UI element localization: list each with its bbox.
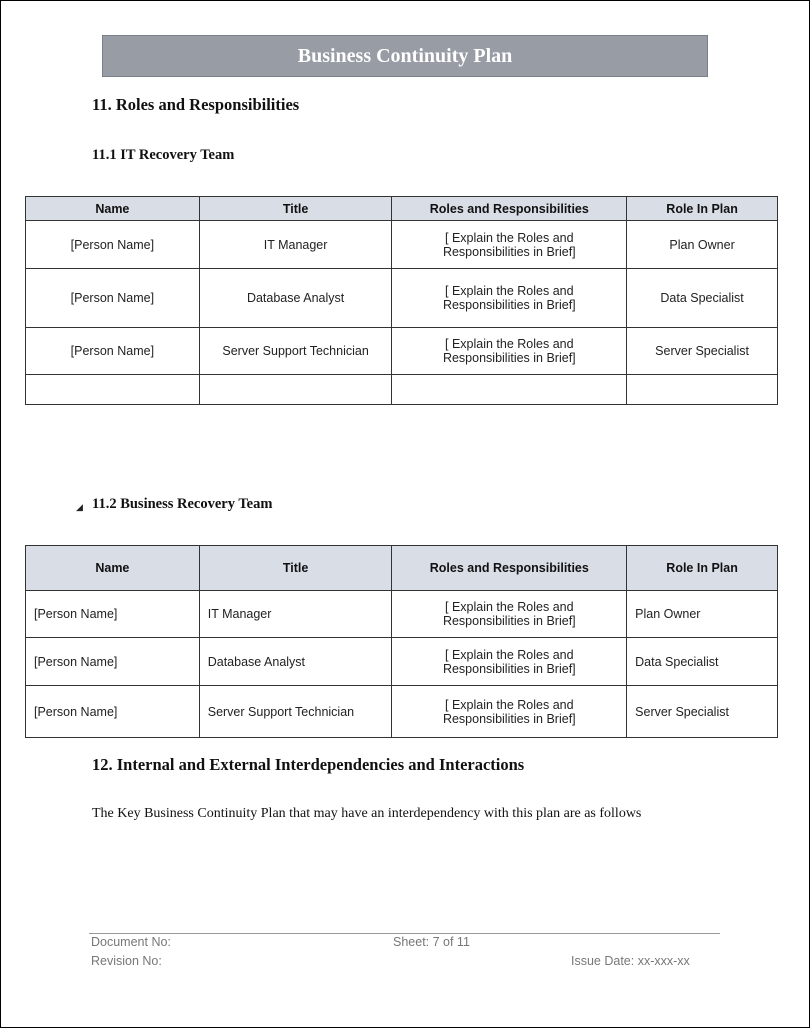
- cell-roles: [ Explain the Roles and Responsibilities…: [391, 327, 628, 375]
- cell-role-in-plan: Server Specialist: [626, 327, 778, 375]
- triangle-collapse-icon[interactable]: ◢: [76, 502, 83, 512]
- footer-document-no: Document No:: [91, 935, 171, 949]
- cell-title: Server Support Technician: [198, 327, 393, 375]
- table-row: [Person Name] Database Analyst [ Explain…: [25, 268, 778, 328]
- cell-empty: [626, 374, 778, 405]
- cell-role-in-plan: Data Specialist: [626, 268, 778, 328]
- cell-title: IT Manager: [198, 220, 393, 269]
- table-row: [Person Name] Server Support Technician …: [25, 685, 778, 738]
- section-11-2-heading: 11.2 Business Recovery Team: [92, 496, 273, 512]
- cell-title: Server Support Technician: [198, 685, 393, 738]
- column-header: Roles and Responsibilities: [391, 545, 628, 591]
- cell-name: [Person Name]: [25, 268, 200, 328]
- cell-roles: [ Explain the Roles and Responsibilities…: [391, 685, 628, 738]
- cell-empty: [198, 374, 393, 405]
- column-header: Title: [198, 545, 393, 591]
- footer-divider: [89, 933, 720, 934]
- cell-title: Database Analyst: [198, 268, 393, 328]
- it-recovery-team-table: Name Title Roles and Responsibilities Ro…: [25, 196, 778, 405]
- cell-roles: [ Explain the Roles and Responsibilities…: [391, 637, 628, 686]
- cell-name: [Person Name]: [25, 220, 200, 269]
- table-header-row: Name Title Roles and Responsibilities Ro…: [25, 196, 778, 221]
- cell-role-in-plan: Data Specialist: [626, 637, 778, 686]
- cell-name: [Person Name]: [25, 685, 200, 738]
- table-row: [Person Name] Database Analyst [ Explain…: [25, 637, 778, 686]
- footer-sheet: Sheet: 7 of 11: [393, 935, 470, 949]
- cell-role-in-plan: Server Specialist: [626, 685, 778, 738]
- section-11-heading: 11. Roles and Responsibilities: [92, 95, 300, 114]
- table-row: [Person Name] Server Support Technician …: [25, 327, 778, 375]
- cell-roles: [ Explain the Roles and Responsibilities…: [391, 268, 628, 328]
- cell-title: Database Analyst: [198, 637, 393, 686]
- section-11-1-heading: 11.1 IT Recovery Team: [92, 147, 235, 163]
- column-header: Role In Plan: [626, 545, 778, 591]
- cell-empty: [25, 374, 200, 405]
- business-recovery-team-table: Name Title Roles and Responsibilities Ro…: [25, 545, 778, 738]
- footer-issue-date: Issue Date: xx-xxx-xx: [571, 954, 690, 968]
- table-row-empty: [25, 374, 778, 405]
- cell-title: IT Manager: [198, 590, 393, 638]
- column-header: Title: [198, 196, 393, 221]
- cell-name: [Person Name]: [25, 327, 200, 375]
- table-header-row: Name Title Roles and Responsibilities Ro…: [25, 545, 778, 591]
- cell-roles: [ Explain the Roles and Responsibilities…: [391, 590, 628, 638]
- column-header: Role In Plan: [626, 196, 778, 221]
- cell-name: [Person Name]: [25, 590, 200, 638]
- cell-roles: [ Explain the Roles and Responsibilities…: [391, 220, 628, 269]
- cell-role-in-plan: Plan Owner: [626, 590, 778, 638]
- document-title-banner: Business Continuity Plan: [102, 35, 708, 77]
- section-12-paragraph: The Key Business Continuity Plan that ma…: [92, 806, 642, 821]
- table-row: [Person Name] IT Manager [ Explain the R…: [25, 590, 778, 638]
- column-header: Name: [25, 545, 200, 591]
- footer-revision-no: Revision No:: [91, 954, 162, 968]
- table-row: [Person Name] IT Manager [ Explain the R…: [25, 220, 778, 269]
- section-12-heading: 12. Internal and External Interdependenc…: [92, 755, 525, 774]
- column-header: Name: [25, 196, 200, 221]
- cell-empty: [391, 374, 628, 405]
- cell-role-in-plan: Plan Owner: [626, 220, 778, 269]
- document-title: Business Continuity Plan: [297, 44, 513, 67]
- column-header: Roles and Responsibilities: [391, 196, 628, 221]
- cell-name: [Person Name]: [25, 637, 200, 686]
